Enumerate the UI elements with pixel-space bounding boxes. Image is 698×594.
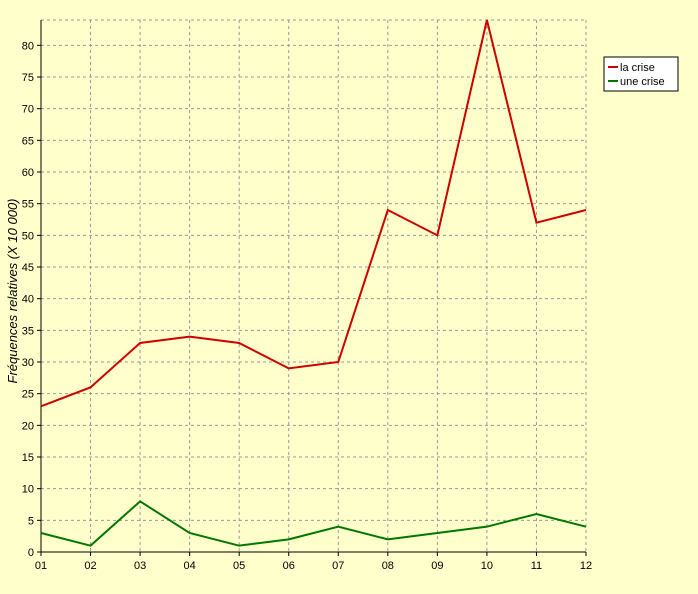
x-tick-label: 02 [84,560,96,572]
x-tick-label: 09 [431,560,443,572]
series [40,19,587,547]
y-tick-label: 40 [22,294,34,306]
y-tick-label: 60 [22,167,34,179]
legend-label-1: la crise [620,62,655,74]
legend: la crise une crise [603,56,679,92]
y-tick-label: 75 [22,72,34,84]
y-tick-label: 45 [22,262,34,274]
y-tick-label: 30 [22,357,34,369]
y-tick-label: 0 [28,547,34,559]
y-tick-label: 55 [22,199,34,211]
y-tick-label: 80 [22,40,34,52]
x-tick-label: 07 [332,560,344,572]
x-tick-label: 05 [233,560,245,572]
y-tick-label: 25 [22,389,34,401]
x-tick-label: 08 [382,560,394,572]
legend-label-2: une crise [620,76,665,88]
y-tick-label: 5 [28,515,34,527]
y-tick-label: 50 [22,230,34,242]
y-axis-label: Fréquences relatives (X 10 000) [5,199,20,384]
grid [41,19,587,552]
y-tick-label: 35 [22,325,34,337]
y-tick-label: 20 [22,420,34,432]
legend-box [603,56,679,92]
x-tick-label: 04 [184,560,196,572]
x-tick-label: 12 [580,560,592,572]
x-tick-label: 01 [35,560,47,572]
x-tick-label: 06 [283,560,295,572]
series-line-2 [40,500,587,547]
y-tick-label: 15 [22,452,34,464]
x-tick-label: 10 [481,560,493,572]
y-tick-label: 10 [22,484,34,496]
series-line-1 [40,19,587,408]
x-tick-label: 03 [134,560,146,572]
x-tick-label: 11 [531,560,542,572]
y-tick-label: 70 [22,104,34,116]
y-tick-label: 65 [22,135,34,147]
